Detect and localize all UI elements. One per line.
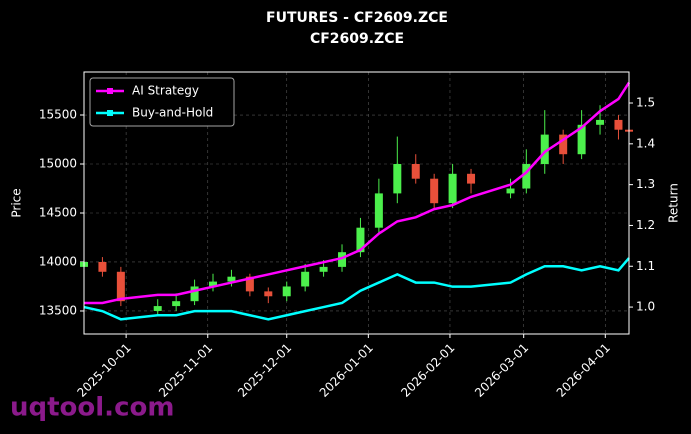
chart-title: FUTURES - CF2609.ZCE [266, 10, 448, 26]
candle-body [338, 252, 347, 267]
candle-body [522, 164, 531, 189]
series-line [84, 81, 631, 305]
y2-tick-label: 1.0 [636, 300, 655, 314]
plot-frame [83, 71, 630, 335]
candle-body [411, 164, 420, 179]
candle-body [430, 178, 439, 204]
y-tick-label: 14000 [39, 254, 77, 268]
watermark: uqtool.com [10, 393, 174, 423]
chart-subtitle: CF2609.ZCE [310, 31, 404, 47]
candle-body [614, 119, 623, 130]
candle-body [172, 301, 181, 307]
candle-body [596, 119, 605, 125]
y-tick-label: 15000 [39, 157, 77, 171]
candle-body [319, 266, 328, 272]
candle-body [227, 276, 236, 282]
legend-label: AI Strategy [132, 84, 199, 98]
candle-body [98, 261, 107, 272]
y-tick-label: 14500 [39, 205, 77, 219]
series-line [83, 257, 630, 321]
candle-body [190, 286, 199, 302]
candle-body [577, 124, 586, 155]
candle-body [116, 271, 125, 302]
legend-marker [107, 110, 113, 116]
candle-body [264, 291, 273, 297]
y2-tick-label: 1.3 [636, 177, 655, 191]
candle-body [506, 188, 515, 194]
candle-body [209, 281, 218, 287]
candle-body [467, 173, 476, 184]
y2-tick-label: 1.5 [636, 96, 655, 110]
y-tick-label: 15500 [39, 108, 77, 122]
candle-body [153, 306, 162, 311]
legend-label: Buy-and-Hold [132, 106, 213, 120]
candle-body [245, 276, 254, 292]
y2-axis-label: Return [667, 183, 681, 223]
y2-tick-label: 1.4 [636, 136, 655, 150]
y2-tick-label: 1.1 [636, 259, 655, 273]
candle-body [540, 134, 549, 165]
y-tick-label: 13500 [39, 303, 77, 317]
legend-box [89, 77, 235, 127]
y-axis-label: Price [10, 188, 24, 217]
candle-body [448, 173, 457, 204]
candle-body [356, 227, 365, 253]
y2-tick-label: 1.2 [636, 218, 655, 232]
candle-body [393, 164, 402, 194]
legend-marker [107, 88, 113, 94]
candle-body [301, 271, 310, 287]
candle-body [282, 286, 291, 297]
candle-body [374, 193, 383, 228]
candle-body [559, 134, 568, 155]
